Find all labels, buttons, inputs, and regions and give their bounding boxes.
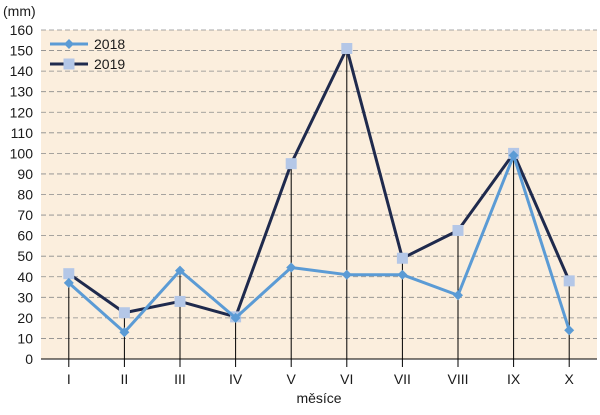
x-tick-label: IV [229,371,243,387]
legend-label: 2018 [94,36,125,52]
y-tick-label: 130 [10,84,34,100]
data-point-2018 [397,269,408,280]
y-tick-label: 80 [17,187,33,203]
y-tick-label: 0 [25,351,33,367]
x-tick-label: I [67,371,71,387]
series-line-2018 [67,153,571,334]
data-point-2018 [119,327,130,338]
gridlines [41,29,597,339]
data-point-2019 [118,307,130,319]
data-point-2018 [508,150,519,161]
y-tick-label: 60 [17,228,33,244]
data-point-2019 [63,268,75,280]
y-axis-ticks: 0 10 20 30 40 50 60 70 80 90 100 110 120 130 140 150 160 [10,22,34,367]
legend-item-2018: 2018 [50,36,125,52]
x-tick-label: X [565,371,575,387]
y-axis-unit-label: (mm) [3,3,36,19]
data-point-2019 [563,275,575,287]
data-point-2019 [174,295,186,307]
x-tick-label: IX [507,371,521,387]
y-tick-label: 20 [17,310,33,326]
y-tick-label: 90 [17,166,33,182]
x-tick-label: VI [340,371,353,387]
legend-marker [64,39,74,49]
series-2018 [63,150,575,338]
series-line-2019 [67,47,571,319]
y-tick-label: 160 [10,22,34,38]
x-axis-title: měsíce [296,390,341,406]
x-axis-ticks: I II III IV V VI VII VIII IX X [67,371,575,387]
legend-label: 2019 [94,56,125,72]
legend: 2018 2019 [50,36,125,72]
y-tick-label: 10 [17,330,33,346]
data-point-2018 [286,262,297,273]
data-point-2018 [63,277,74,288]
data-point-2018 [453,290,463,301]
data-point-2018 [564,325,575,336]
x-tick-label: III [174,371,186,387]
x-tick-label: V [287,371,297,387]
y-tick-label: 70 [17,207,33,223]
x-tick-label: VII [394,371,411,387]
data-point-2018 [341,269,352,280]
legend-item-2019: 2019 [50,56,125,72]
y-tick-label: 40 [17,269,33,285]
y-tick-label: 110 [11,125,34,141]
y-tick-label: 100 [10,145,34,161]
y-tick-label: 50 [17,248,33,264]
data-point-2019 [285,158,297,170]
y-tick-label: 120 [10,104,34,120]
y-tick-label: 150 [10,43,34,59]
x-tick-label: VIII [447,371,468,387]
data-point-2019 [341,43,353,55]
data-point-2019 [452,224,464,236]
legend-marker [63,58,75,70]
y-tick-label: 140 [10,63,34,79]
data-series [63,43,575,338]
data-point-2018 [230,312,241,323]
data-point-2018 [175,265,185,276]
data-point-2019 [396,252,408,264]
x-tick-label: II [121,371,129,387]
y-tick-label: 30 [17,289,33,305]
